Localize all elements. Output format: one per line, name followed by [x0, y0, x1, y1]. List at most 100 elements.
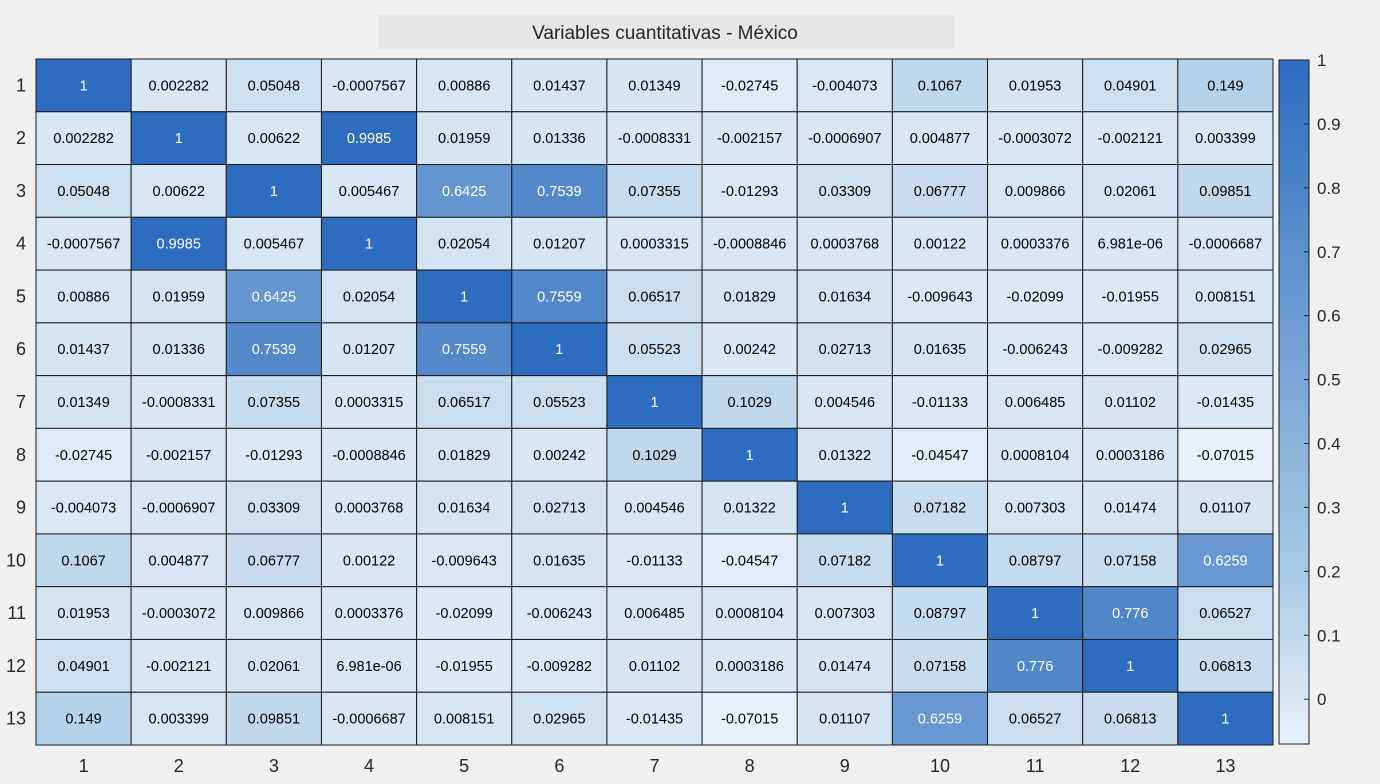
- heatmap-cell-label: 0.05048: [57, 184, 109, 200]
- heatmap-cell-label: -0.01293: [245, 448, 302, 464]
- x-axis-labels: 1 2 3 4 5 6 7 8 9 10 11 12 13: [79, 756, 1236, 776]
- heatmap-cell-label: 0.00242: [723, 342, 775, 358]
- heatmap-cell-label: -0.0006907: [808, 131, 881, 147]
- heatmap-cell-label: 0.02713: [819, 342, 871, 358]
- colorbar-tick-label: 0.1: [1317, 626, 1341, 645]
- heatmap-cell: [796, 58, 893, 113]
- heatmap-cell-label: 0.01953: [57, 606, 109, 622]
- heatmap-cell: [987, 375, 1084, 429]
- x-tick-label: 1: [79, 756, 89, 776]
- heatmap-cell: [1082, 164, 1179, 218]
- heatmap-cell-label: 0.0003315: [335, 395, 404, 411]
- heatmap-cell: [1177, 586, 1274, 640]
- heatmap-cell: [130, 586, 227, 640]
- heatmap-cell: [511, 586, 608, 640]
- heatmap-cell: [416, 111, 513, 166]
- heatmap-cell: [225, 375, 322, 429]
- heatmap-cell-label: 0.008151: [1195, 289, 1255, 305]
- heatmap-cell-label: 0.1067: [918, 78, 962, 94]
- heatmap-cell: [606, 427, 703, 482]
- heatmap-cell-label: 0.06777: [248, 553, 300, 569]
- heatmap-cell: [606, 638, 703, 693]
- heatmap-cell: [891, 111, 989, 166]
- heatmap-cell-label: -0.07015: [721, 712, 778, 728]
- heatmap-cell: [606, 269, 703, 324]
- heatmap-cell-label: 0.02713: [533, 501, 585, 517]
- heatmap-cell-label: -0.004073: [812, 78, 877, 94]
- heatmap-cell: [606, 111, 703, 166]
- heatmap-cell-label: -0.009282: [1098, 342, 1163, 358]
- y-tick-label: 13: [6, 709, 26, 729]
- heatmap-cell: [987, 216, 1084, 271]
- y-tick-label: 10: [6, 550, 26, 570]
- heatmap-cell-label: 1: [175, 131, 183, 147]
- heatmap-cell-label: 0.06813: [1199, 659, 1251, 675]
- heatmap-cell-label: 0.1029: [727, 395, 771, 411]
- heatmap-cell: [320, 480, 418, 535]
- y-tick-label: 1: [16, 75, 26, 95]
- colorbar-ticks: 1 0.9 0.8 0.7 0.6 0.5 0.4 0.3 0.2 0.1 0: [1304, 51, 1341, 709]
- heatmap-cell: [1082, 111, 1179, 166]
- heatmap-cell-label: 0.06813: [1104, 712, 1156, 728]
- heatmap-cell-label: -0.04547: [911, 448, 968, 464]
- heatmap-cell: [1082, 480, 1179, 535]
- heatmap-cell-label: 0.01474: [819, 659, 871, 675]
- heatmap-cell-label: -0.0006687: [332, 712, 405, 728]
- heatmap-cell: [416, 691, 513, 746]
- heatmap-cell-label: 0.00886: [57, 289, 109, 305]
- heatmap-cell-label: 0.01336: [533, 131, 585, 147]
- heatmap-cell: [130, 322, 227, 377]
- heatmap-cell: [606, 586, 703, 640]
- heatmap-cell: [1177, 427, 1274, 482]
- heatmap-cell: [416, 164, 513, 218]
- heatmap-cell-label: -0.02745: [55, 448, 112, 464]
- x-tick-label: 11: [1026, 756, 1045, 776]
- heatmap-cell-label: 0.07355: [628, 184, 680, 200]
- heatmap-cell-label: 1: [1221, 712, 1229, 728]
- heatmap-cell: [320, 111, 418, 166]
- heatmap-cell: [701, 269, 798, 324]
- heatmap-cell-label: -0.01133: [626, 553, 682, 569]
- heatmap-cell-label: -0.004073: [51, 501, 116, 517]
- heatmap-cell: [1082, 375, 1179, 429]
- heatmap-cell-label: 0.09851: [248, 712, 300, 728]
- heatmap-cell-label: 1: [746, 448, 754, 464]
- heatmap-cell-label: 0.03309: [248, 501, 300, 517]
- x-tick-label: 10: [930, 756, 950, 776]
- heatmap-cell-label: 0.002282: [148, 78, 208, 94]
- heatmap-cell-label: 0.00242: [533, 448, 585, 464]
- heatmap-cell-label: 1: [1031, 606, 1039, 622]
- heatmap-cell-label: 0.06517: [438, 395, 490, 411]
- heatmap-cell-label: 0.03309: [819, 184, 871, 200]
- heatmap-cell: [796, 111, 893, 166]
- heatmap-cell-label: 1: [555, 342, 563, 358]
- heatmap-cell-label: 0.0003186: [1096, 448, 1165, 464]
- heatmap-cell: [891, 58, 989, 113]
- y-tick-label: 5: [16, 286, 26, 306]
- heatmap-cell-label: -0.01955: [436, 659, 493, 675]
- heatmap-cell-label: 0.1067: [61, 553, 105, 569]
- colorbar-tick-label: 0.4: [1317, 435, 1341, 454]
- heatmap-cell-label: 0.004546: [624, 501, 684, 517]
- heatmap-cell-label: 0.01959: [438, 131, 490, 147]
- x-tick-label: 8: [745, 756, 755, 776]
- heatmap-cell: [891, 480, 989, 535]
- heatmap-cell-label: 0.0003768: [811, 237, 880, 253]
- heatmap-cell-label: -0.01435: [626, 712, 683, 728]
- heatmap-cell-label: 0.09851: [1199, 184, 1251, 200]
- x-tick-label: 6: [554, 756, 564, 776]
- colorbar-tick-label: 0.6: [1317, 307, 1341, 326]
- heatmap-cell-label: 6.981e-06: [336, 659, 401, 675]
- heatmap-cell: [1082, 269, 1179, 324]
- y-tick-label: 7: [16, 392, 26, 412]
- heatmap-cell-label: 0.007303: [1005, 501, 1065, 517]
- y-tick-label: 12: [6, 656, 26, 676]
- x-tick-label: 13: [1215, 756, 1235, 776]
- heatmap-cell-label: 0.00122: [914, 237, 966, 253]
- heatmap-cell-label: 0.005467: [339, 184, 399, 200]
- heatmap-cell-label: 0.005467: [244, 237, 304, 253]
- heatmap-cell-label: 0.003399: [1195, 131, 1255, 147]
- x-tick-label: 3: [269, 756, 279, 776]
- heatmap-cell-label: 0.01634: [819, 289, 871, 305]
